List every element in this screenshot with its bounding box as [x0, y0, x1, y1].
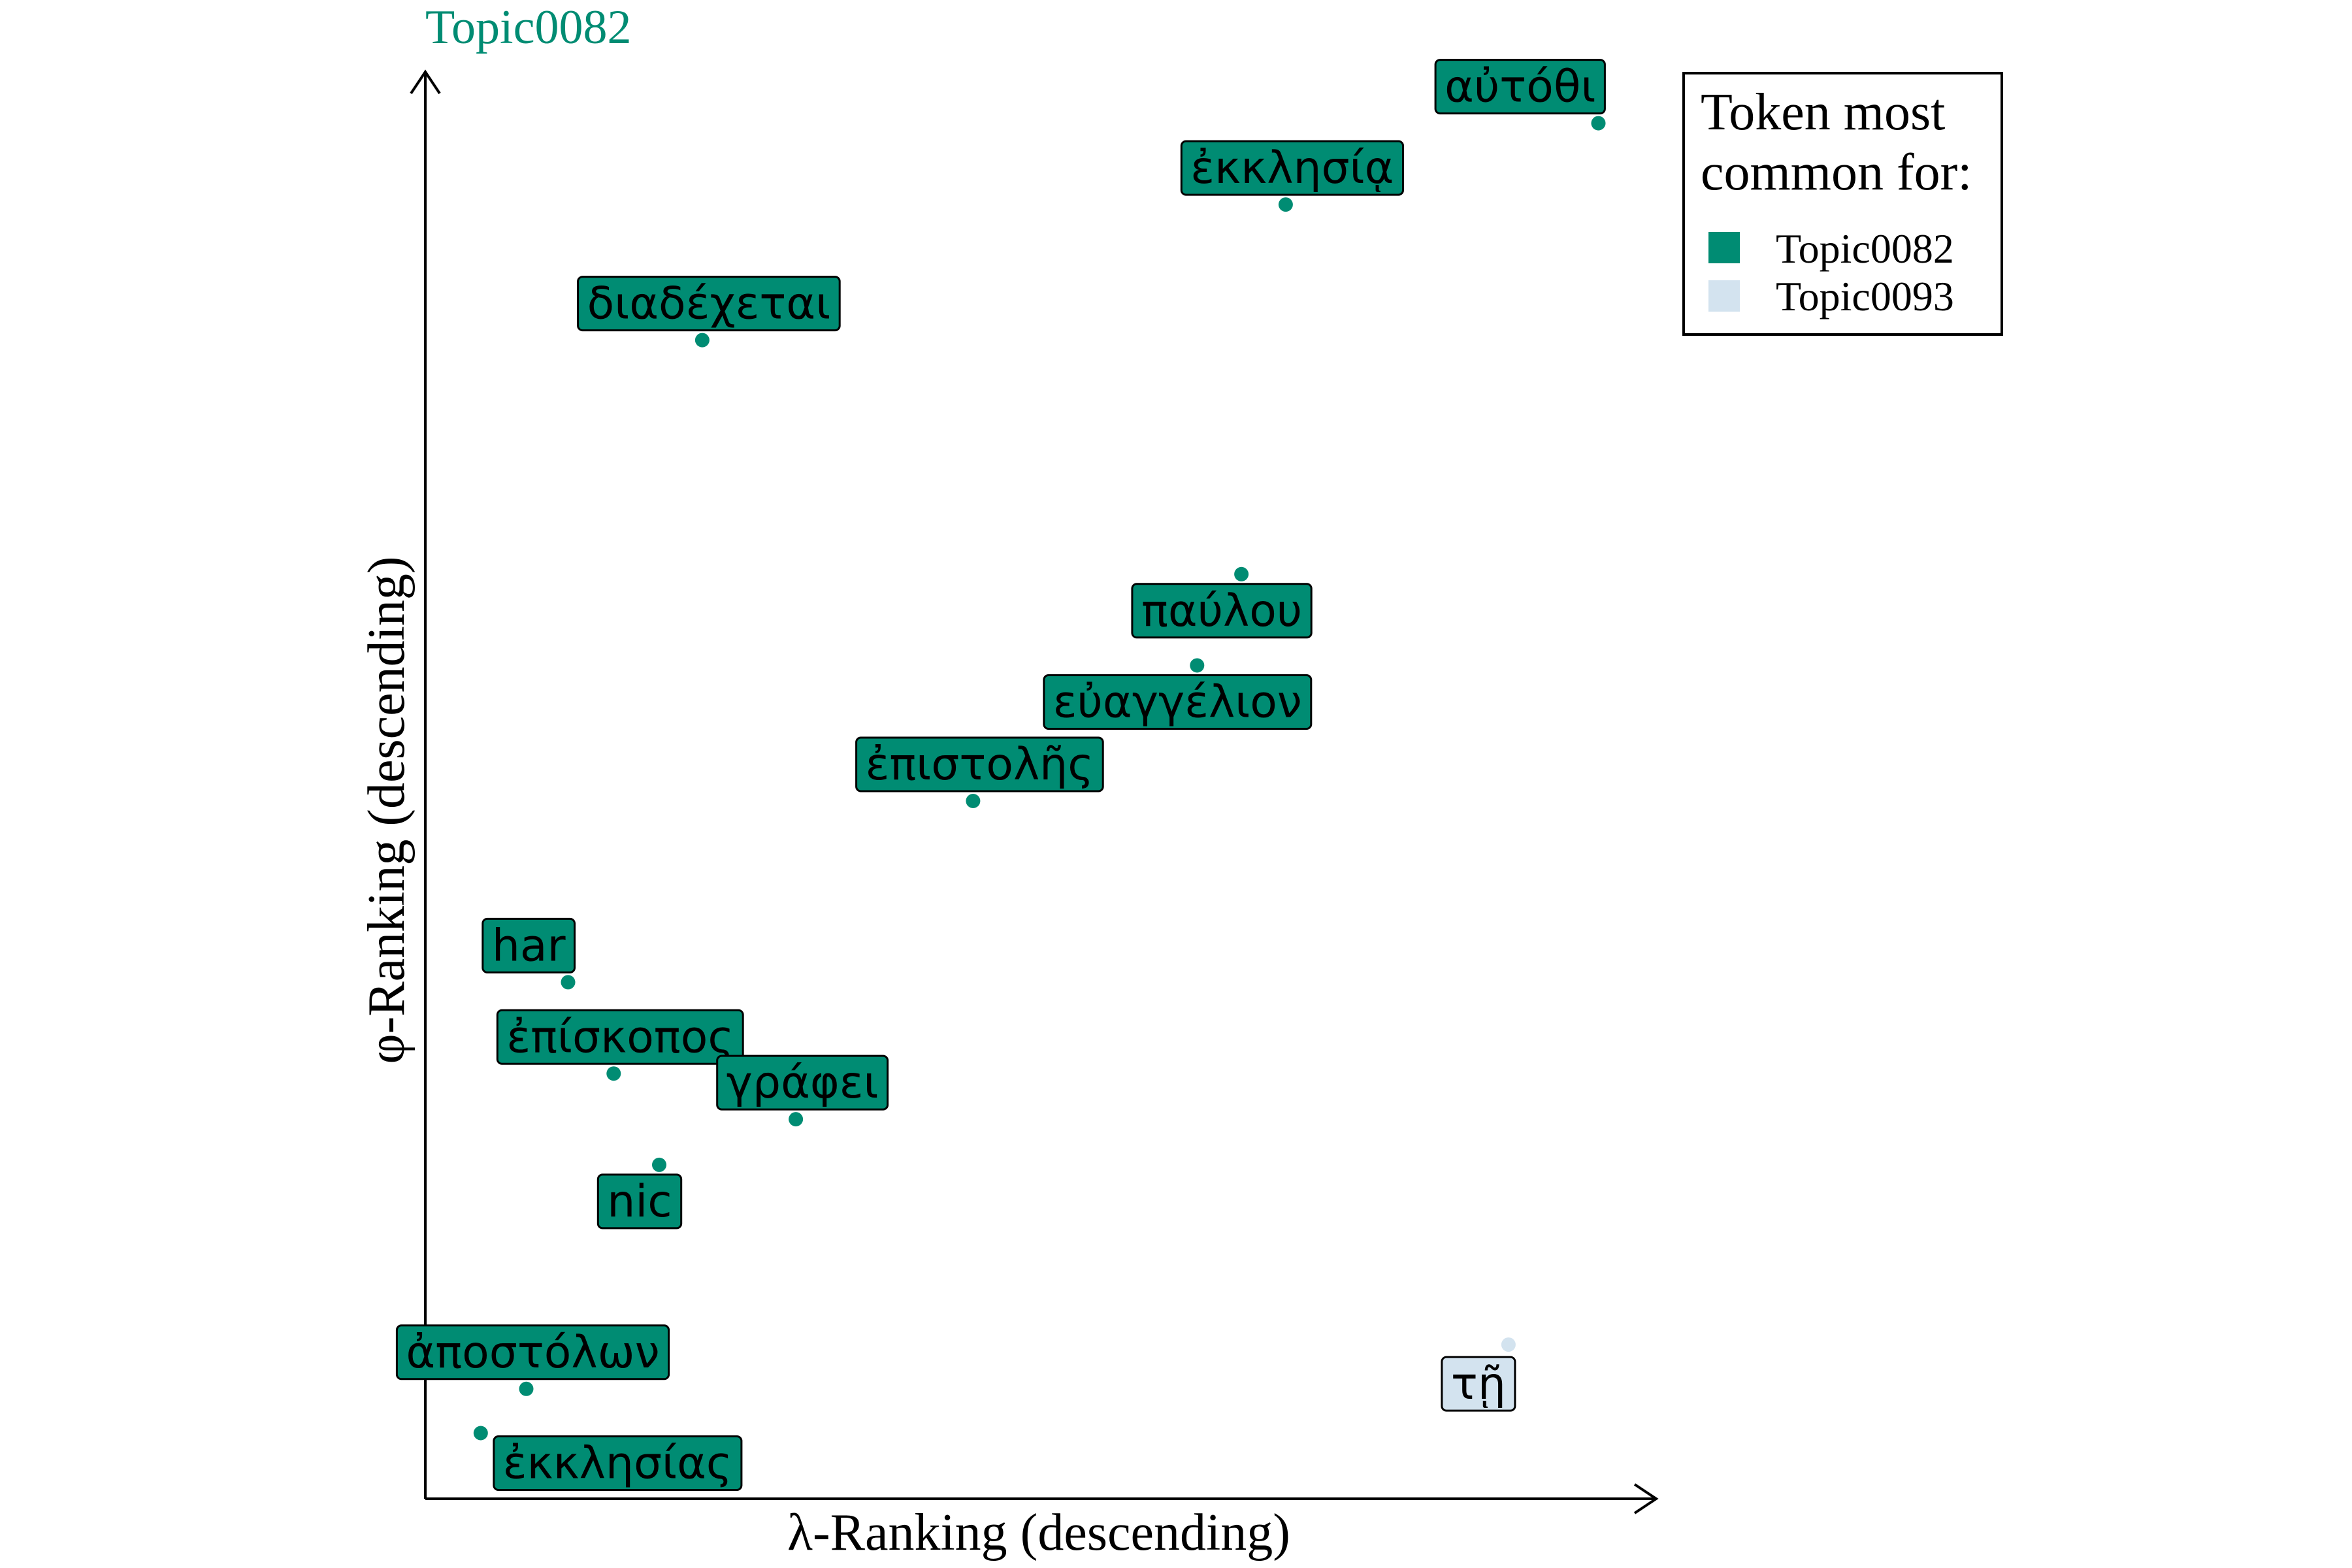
y-axis-label: φ-Ranking (descending) [358, 556, 416, 1064]
data-label-10: τῇ [1441, 1356, 1516, 1412]
data-point-1 [1278, 197, 1293, 212]
data-label-text-1: ἐκκλησίᾳ [1190, 142, 1394, 194]
data-label-text-3: παύλου [1141, 585, 1302, 637]
data-label-8: γράφει [716, 1054, 889, 1111]
data-label-text-11: ἀποστόλων [406, 1327, 659, 1379]
data-point-4 [1190, 658, 1205, 673]
data-label-5: ἐπιστολῆς [855, 736, 1104, 792]
legend-title-line1: Token most [1701, 84, 1945, 141]
data-label-7: ἐπίσκοπος [496, 1009, 744, 1065]
data-label-0: αὐτόθι [1434, 59, 1606, 115]
legend: Token most common for: Topic0082 Topic00… [1682, 72, 2003, 336]
data-label-box-1 [1180, 140, 1405, 196]
data-point-8 [789, 1112, 804, 1127]
legend-swatch-topic0082 [1708, 232, 1740, 263]
data-label-text-8: γράφει [727, 1057, 879, 1109]
data-label-box-2 [577, 276, 841, 332]
data-label-6: har [482, 917, 576, 973]
legend-title-line2: common for: [1701, 144, 1972, 201]
data-label-text-6: har [492, 921, 566, 972]
data-label-12: ἐκκλησίας [493, 1435, 743, 1491]
data-label-2: διαδέχεται [577, 276, 841, 332]
data-label-box-10 [1441, 1356, 1516, 1412]
data-point-7 [606, 1066, 621, 1081]
data-label-text-5: ἐπιστολῆς [866, 739, 1094, 791]
axes [410, 69, 1659, 1514]
data-label-box-11 [395, 1324, 670, 1380]
data-label-box-3 [1131, 583, 1313, 639]
data-label-text-12: ἐκκλησίας [503, 1438, 732, 1490]
data-label-text-10: τῇ [1451, 1358, 1506, 1410]
data-label-11: ἀποστόλων [395, 1324, 670, 1380]
data-label-1: ἐκκλησίᾳ [1180, 140, 1405, 196]
data-label-box-8 [716, 1054, 889, 1111]
data-label-text-9: nic [607, 1176, 672, 1228]
data-label-box-12 [493, 1435, 743, 1491]
data-label-box-9 [596, 1173, 683, 1230]
data-label-box-5 [855, 736, 1104, 792]
points-layer [473, 116, 1606, 1441]
data-point-5 [966, 794, 981, 808]
chart-title: Topic0082 [425, 1, 631, 54]
data-label-9: nic [596, 1173, 683, 1230]
data-label-box-7 [496, 1009, 744, 1065]
labels-layer: αὐτόθι ἐκκλησίᾳ διαδέχεται παύλου εὐαγγέλιον… [395, 59, 1606, 1491]
x-axis-arrow [1633, 1483, 1659, 1514]
legend-entry-topic0082: Topic0082 [1776, 225, 1954, 272]
data-label-text-2: διαδέχεται [587, 278, 831, 330]
data-label-box-6 [482, 917, 576, 973]
data-point-2 [694, 333, 710, 348]
data-point-12 [473, 1426, 488, 1441]
x-axis-label: λ-Ranking (descending) [787, 1504, 1290, 1561]
data-label-text-4: εὐαγγέλιον [1053, 677, 1302, 728]
data-point-10 [1501, 1337, 1516, 1352]
data-point-11 [519, 1381, 534, 1396]
data-label-3: παύλου [1131, 583, 1313, 639]
data-label-box-0 [1434, 59, 1606, 115]
data-point-0 [1591, 116, 1606, 131]
data-point-9 [652, 1157, 666, 1172]
data-label-4: εὐαγγέλιον [1043, 674, 1313, 730]
y-axis-arrow [410, 69, 441, 95]
data-label-text-7: ἐπίσκοπος [506, 1011, 734, 1063]
data-point-3 [1234, 566, 1249, 581]
legend-swatch-topic0093 [1708, 280, 1740, 312]
data-label-box-4 [1043, 674, 1313, 730]
data-point-6 [561, 975, 576, 990]
legend-entry-topic0093: Topic0093 [1776, 273, 1954, 319]
data-label-text-0: αὐτόθι [1445, 61, 1595, 113]
